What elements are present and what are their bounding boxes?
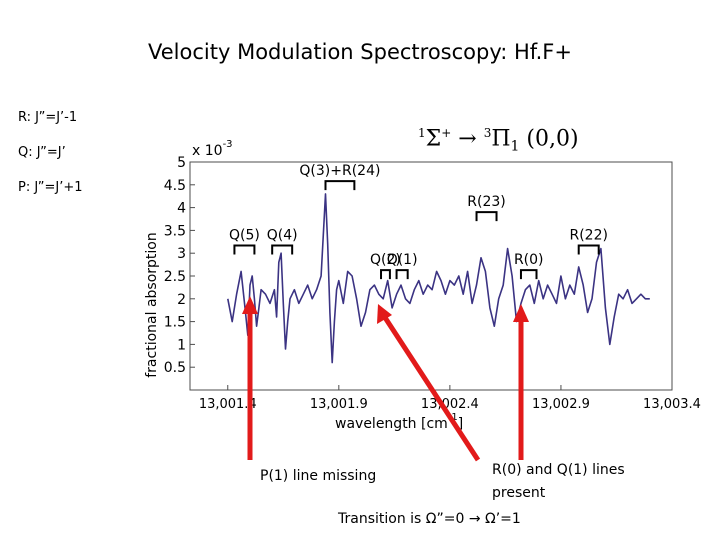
rule-r-branch: R: J”=J’-1 <box>18 110 78 125</box>
plot-frame <box>189 161 673 391</box>
y-ticks: 0.5 1 1.5 2 2.5 3 3.5 4 4.5 5 <box>164 155 195 376</box>
line-label: Q(1) <box>387 252 418 268</box>
r0-q1-note-line1: R(0) and Q(1) lines <box>492 462 625 478</box>
y-tick-label: 3.5 <box>164 223 186 239</box>
p1-missing-note: P(1) line missing <box>260 468 377 484</box>
y-tick-label: 2 <box>177 292 186 308</box>
y-tick-label: 2.5 <box>164 269 186 285</box>
slide-title: Velocity Modulation Spectroscopy: Hf.F+ <box>148 40 572 64</box>
upper-state-symbol: Π <box>491 126 511 152</box>
x-axis-label-close: ] <box>458 416 463 432</box>
line-bracket <box>519 269 538 280</box>
arrow-q1-head <box>377 304 392 324</box>
y-tick-label: 4 <box>177 201 186 217</box>
upper-omega: 1 <box>510 138 520 155</box>
x-tick-label: 13,003.4 <box>643 397 701 412</box>
x-axis-label-text: wavelength [cm <box>335 416 448 432</box>
line-label: R(23) <box>467 194 505 210</box>
r0-q1-note-line2: present <box>492 485 546 501</box>
rule-q-branch: Q: J”=J’ <box>18 145 66 160</box>
x-tick-label: 13,001.9 <box>310 397 368 412</box>
arrow-p1-head <box>242 296 258 314</box>
y-multiplier-exponent: -3 <box>223 139 233 150</box>
x-tick-label: 13,002.4 <box>421 397 479 412</box>
transition-arrow: → <box>451 126 484 152</box>
line-bracket <box>395 269 409 280</box>
line-label: Q(3)+R(24) <box>299 163 380 179</box>
y-tick-label: 3 <box>177 246 186 262</box>
arrow-q1-shaft <box>381 314 481 462</box>
line-bracket <box>233 244 256 255</box>
line-label: R(22) <box>569 227 607 243</box>
lower-parity: + <box>441 126 452 140</box>
y-tick-label: 5 <box>177 155 186 171</box>
x-axis-label: wavelength [cm-1] <box>335 412 463 432</box>
line-annotations: Q(5) Q(4) Q(3)+R(24) Q(2)Q(1) R(23) R(0) R(22) <box>229 163 608 280</box>
y-tick-label: 1.5 <box>164 315 186 331</box>
x-tick-label: 13,002.9 <box>532 397 590 412</box>
line-bracket <box>324 180 356 191</box>
line-bracket <box>475 211 498 222</box>
line-label: R(0) <box>514 252 544 268</box>
line-label: Q(4) <box>267 227 298 243</box>
y-tick-label: 4.5 <box>164 178 186 194</box>
lower-multiplicity: 1 <box>418 126 426 140</box>
line-bracket <box>380 269 391 280</box>
band-label: (0,0) <box>519 126 579 152</box>
y-multiplier-base: x 10 <box>192 143 223 159</box>
red-arrows <box>242 296 529 462</box>
x-ticks: 13,001.4 13,001.9 13,002.4 13,002.9 13,003.4 <box>199 385 701 412</box>
y-tick-label: 1 <box>177 337 186 353</box>
lower-state-symbol: Σ <box>425 126 442 152</box>
transition-label: 1Σ+ → 3Π1 (0,0) <box>418 126 579 155</box>
x-tick-label: 13,001.4 <box>199 397 257 412</box>
y-tick-label: 0.5 <box>164 360 186 376</box>
spectrum-trace <box>227 193 650 364</box>
transition-note: Transition is Ω”=0 → Ω’=1 <box>338 511 521 527</box>
line-label: Q(5) <box>229 227 260 243</box>
upper-multiplicity: 3 <box>483 126 492 140</box>
y-axis-label: fractional absorption <box>144 232 160 377</box>
rule-p-branch: P: J”=J’+1 <box>18 180 83 195</box>
line-bracket <box>577 244 600 255</box>
line-bracket <box>271 244 294 255</box>
y-multiplier-label: x 10-3 <box>192 139 233 159</box>
line-label: Q(2) <box>370 252 401 268</box>
arrow-r0-head <box>513 304 529 322</box>
